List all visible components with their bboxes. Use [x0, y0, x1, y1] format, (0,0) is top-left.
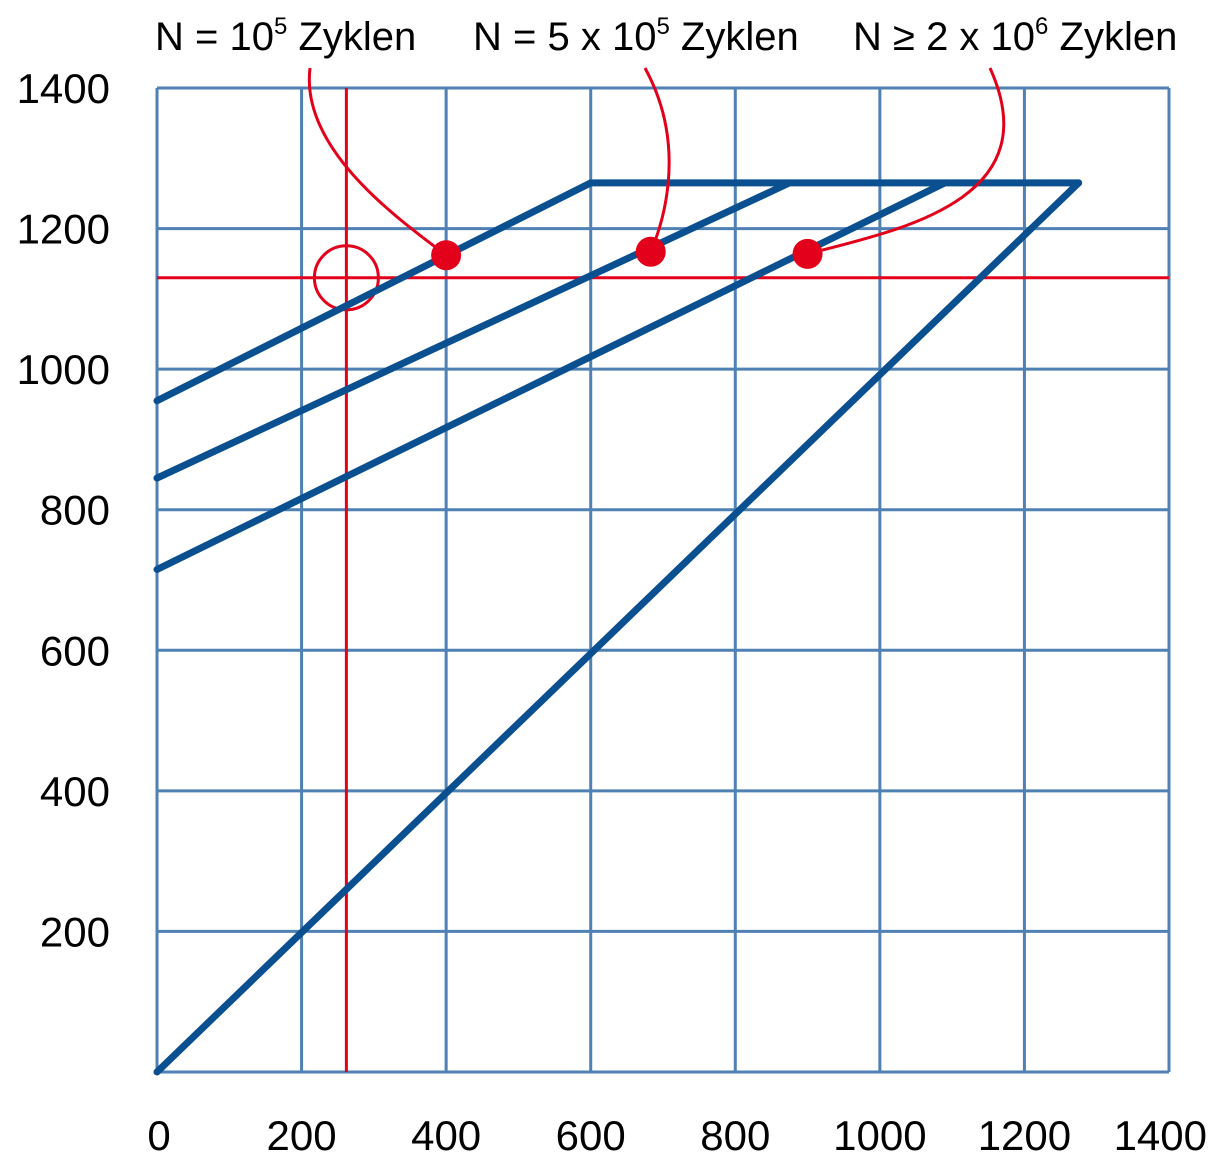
x-tick-label: 200 — [267, 1112, 337, 1159]
y-tick-label: 1400 — [17, 65, 110, 112]
annotation-label-base: N = 5 x 10 — [473, 15, 656, 59]
annotation-label-base: N = 10 — [155, 15, 274, 59]
y-tick-label: 400 — [40, 768, 110, 815]
annotation-label-unit: Zyklen — [670, 15, 799, 59]
annotation-label: N ≥ 2 x 106 Zyklen — [853, 13, 1177, 59]
x-tick-label: 600 — [556, 1112, 626, 1159]
x-axis-ticks: 0 200 400 600 800 1000 1200 1400 — [147, 1112, 1207, 1159]
annotation-label-base: N ≥ 2 x 10 — [853, 15, 1035, 59]
annotation-label-unit: Zyklen — [287, 15, 416, 59]
annotation-point — [431, 240, 462, 271]
y-tick-label: 800 — [40, 487, 110, 534]
series-line-3 — [153, 179, 949, 573]
y-tick-label: 1000 — [17, 346, 110, 393]
annotations: N = 105 Zyklen N = 5 x 105 Zyklen N ≥ 2 x … — [155, 13, 1177, 271]
annotation-label: N = 5 x 105 Zyklen — [473, 13, 799, 59]
y-tick-label: 600 — [40, 627, 110, 674]
annotation-label-exponent: 5 — [274, 13, 287, 40]
annotation-label-exponent: 5 — [656, 13, 669, 40]
annotation-label: N = 105 Zyklen — [155, 13, 416, 59]
annotation-point — [792, 238, 823, 269]
x-tick-label: 0 — [147, 1112, 170, 1159]
x-tick-label: 400 — [411, 1112, 481, 1159]
series-group — [153, 179, 1083, 1076]
annotation-leader-line — [643, 67, 671, 253]
annotation-label-unit: Zyklen — [1048, 15, 1177, 59]
x-tick-label: 800 — [700, 1112, 770, 1159]
series-line-2 — [153, 179, 793, 482]
y-tick-label: 1200 — [17, 206, 110, 253]
highlight-circle — [312, 244, 380, 312]
grid — [155, 86, 1171, 1074]
annotation-leader-line — [807, 67, 1006, 256]
reference-lines — [157, 88, 1169, 1072]
annotation-point — [635, 236, 666, 267]
x-tick-label: 1400 — [1114, 1112, 1207, 1159]
y-axis-ticks: 200 400 600 800 1000 1200 1400 — [17, 65, 110, 955]
x-tick-label: 1000 — [833, 1112, 926, 1159]
series-line-4 — [153, 179, 1083, 1076]
x-tick-label: 1200 — [978, 1112, 1071, 1159]
annotation-label-exponent: 6 — [1035, 13, 1048, 40]
annotation-leader-line — [307, 67, 448, 257]
series-line-1 — [153, 179, 1083, 405]
y-tick-label: 200 — [40, 908, 110, 955]
